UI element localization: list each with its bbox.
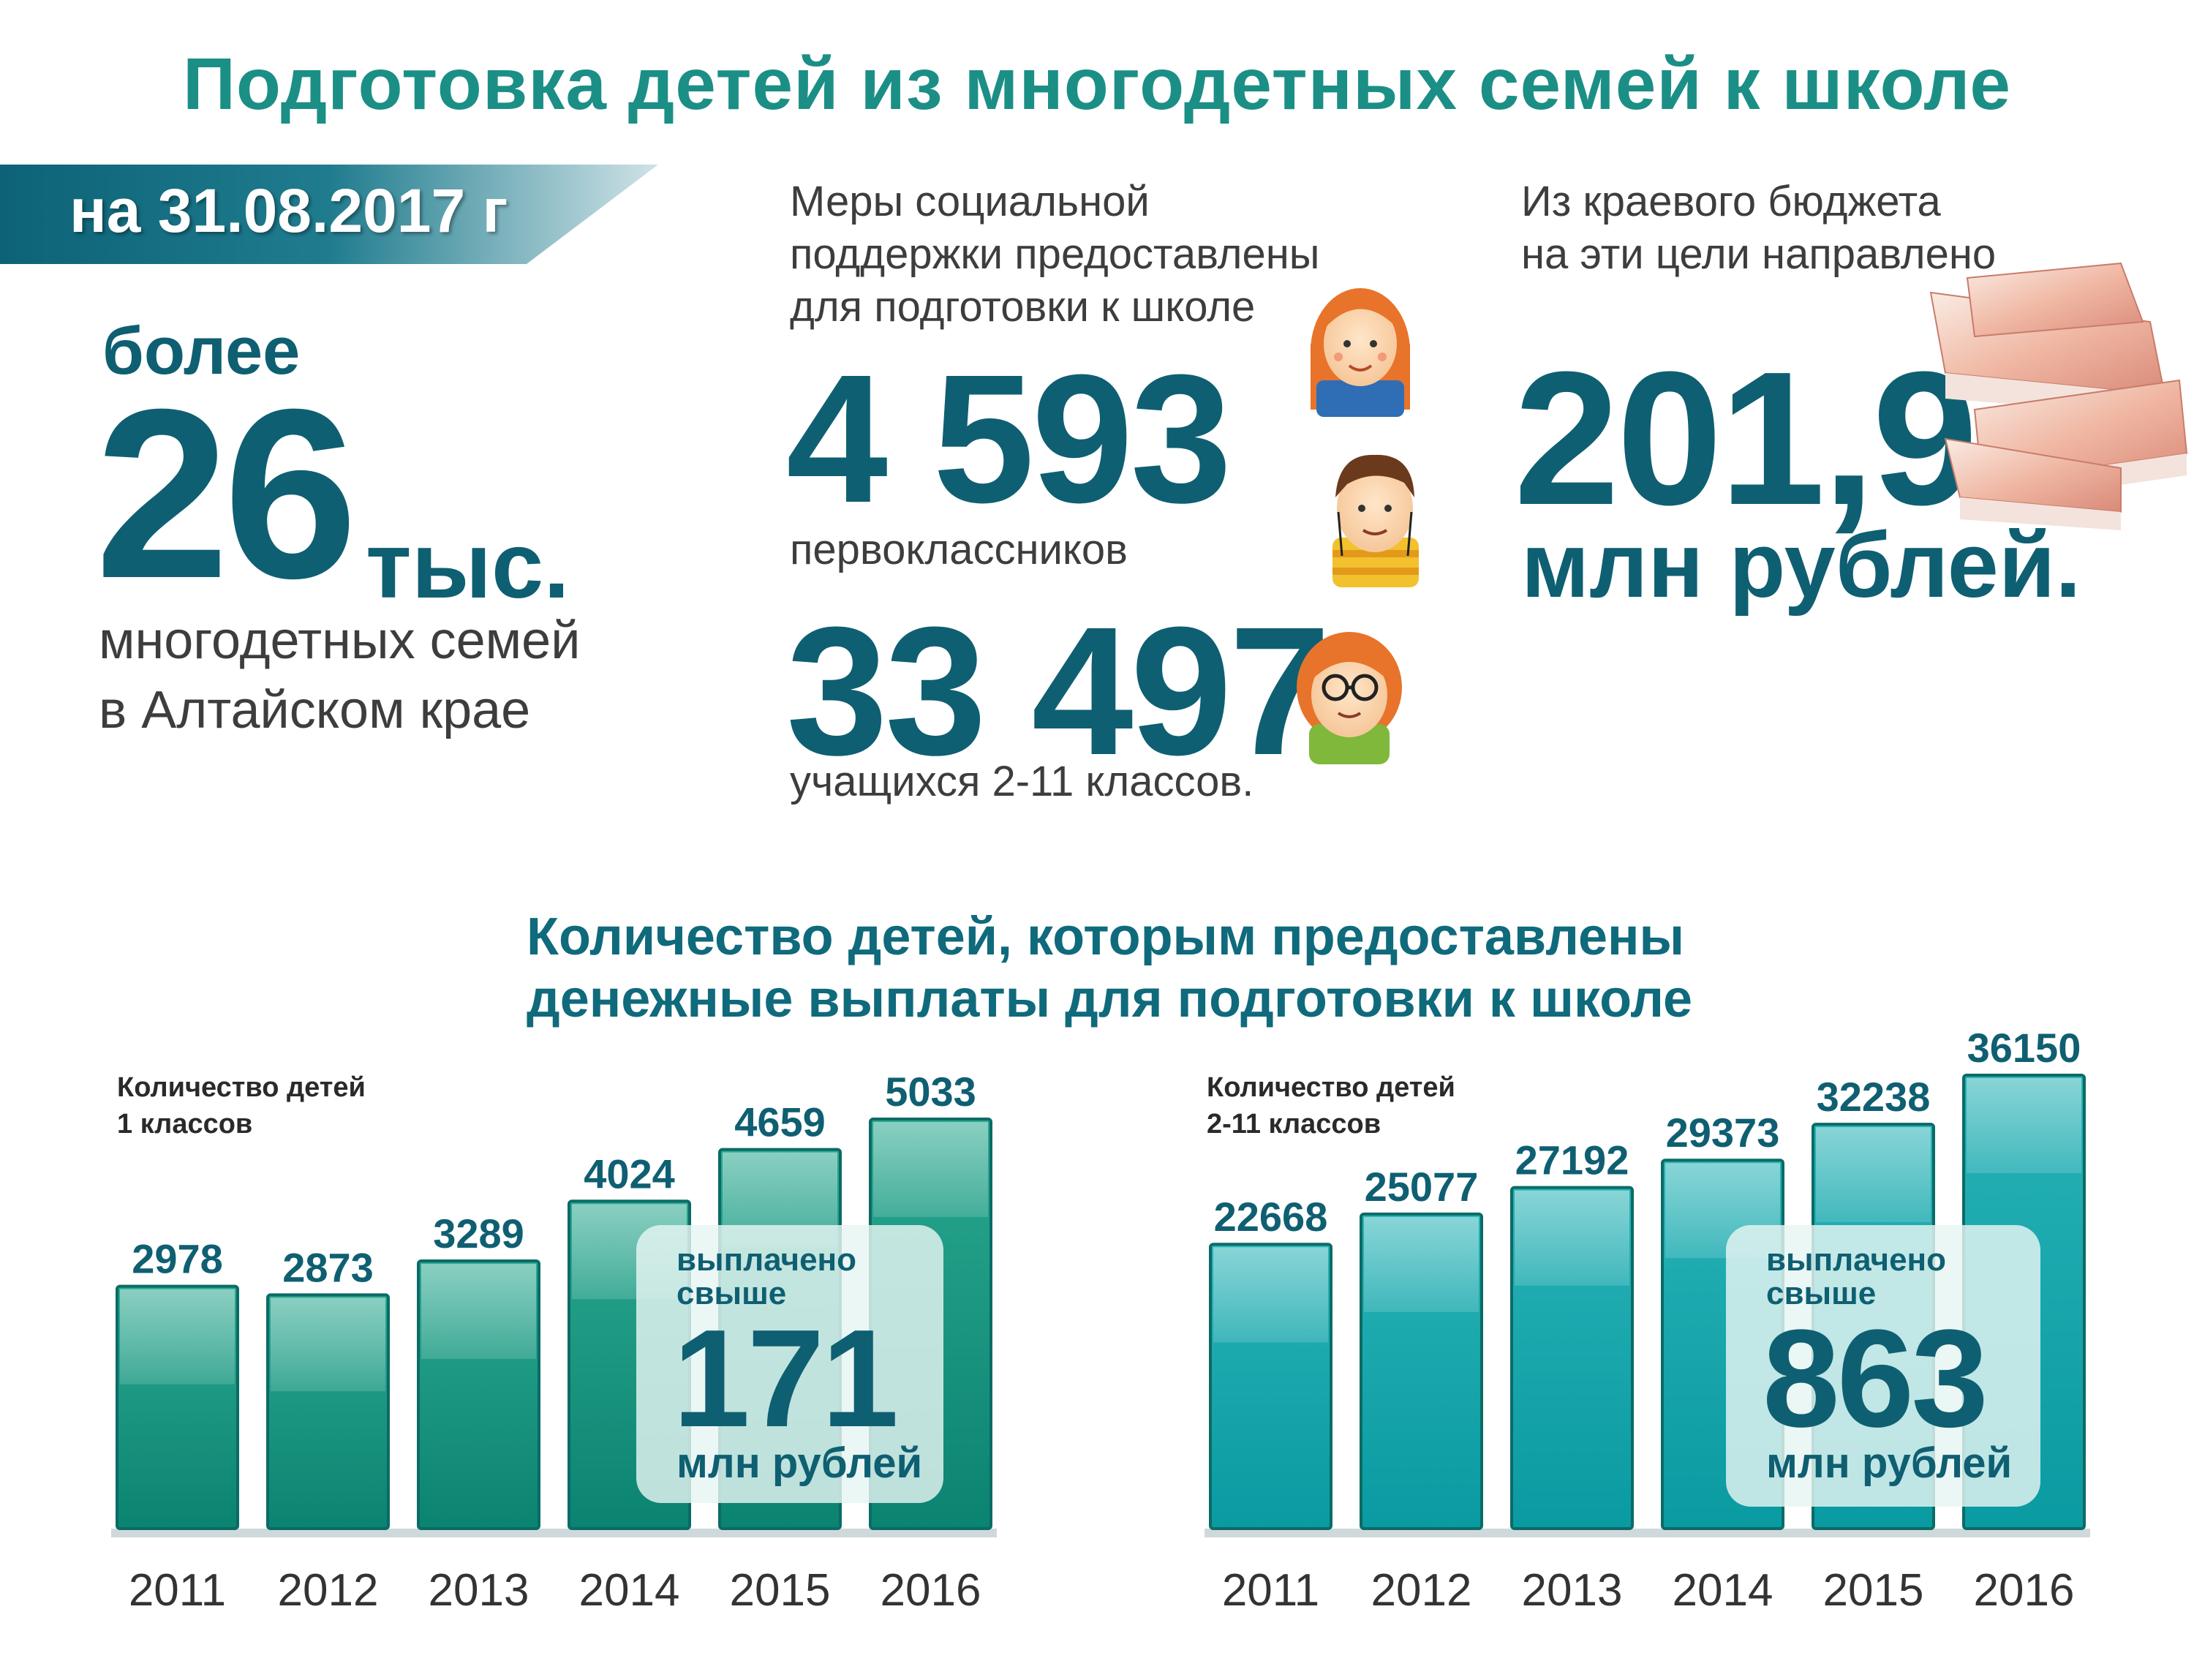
families-label-line1: многодетных семей — [99, 611, 581, 670]
payout-panel-line2: свыше — [1766, 1276, 1876, 1311]
bar-gloss — [873, 1122, 988, 1217]
payout-panel-line2: свыше — [676, 1276, 786, 1311]
girl-glasses-icon — [1297, 632, 1402, 764]
chart-baseline — [111, 1529, 997, 1537]
budget-unit: млн рублей. — [1521, 513, 2081, 617]
section-title-line2: денежные выплаты для подготовки к школе — [527, 970, 1693, 1028]
x-tick-label: 2015 — [1823, 1565, 1924, 1616]
chart-right-label-line2: 2-11 классов — [1207, 1109, 1381, 1140]
bar-value-label: 3289 — [433, 1210, 524, 1257]
support-label-line1: Меры социальной — [790, 178, 1150, 225]
bar-gloss — [271, 1297, 385, 1392]
bar-value-label: 5033 — [885, 1069, 976, 1115]
support-label-line2: поддержки предоставлены — [790, 230, 1320, 278]
payout-panel-number: 863 — [1763, 1301, 1986, 1456]
payout-panel-unit: млн рублей — [676, 1439, 922, 1487]
bar-gloss — [1816, 1127, 1931, 1223]
payout-panel-number: 171 — [673, 1301, 896, 1456]
first-graders-number: 4 593 — [786, 336, 1232, 540]
money-stack-icon — [1929, 262, 2188, 530]
page-title: Подготовка детей из многодетных семей к … — [183, 43, 2011, 125]
bar-value-label: 4659 — [734, 1099, 826, 1145]
chart-baseline — [1205, 1529, 2090, 1537]
x-tick-label: 2012 — [1371, 1565, 1472, 1616]
chart-left-label-line1: Количество детей — [117, 1072, 366, 1103]
bar-gloss — [421, 1264, 536, 1360]
payout-panel-unit: млн рублей — [1766, 1439, 2012, 1487]
x-tick-label: 2011 — [1222, 1565, 1319, 1616]
bar-gloss — [1967, 1078, 2081, 1173]
families-number: 26 — [95, 358, 358, 628]
families-unit: тыс. — [366, 513, 570, 618]
x-tick-label: 2014 — [1673, 1565, 1773, 1616]
date-banner-text: на 31.08.2017 г — [69, 176, 508, 245]
bar-gloss — [1364, 1216, 1479, 1312]
bar-value-label: 29373 — [1666, 1110, 1780, 1156]
chart-right-label-line1: Количество детей — [1207, 1072, 1455, 1103]
x-tick-label: 2014 — [579, 1565, 680, 1616]
payout-panel-line1: выплачено — [1766, 1242, 1946, 1278]
support-label-line3: для подготовки к школе — [790, 283, 1256, 331]
bar-gloss — [1213, 1247, 1328, 1343]
bar-value-label: 25077 — [1365, 1164, 1479, 1210]
students-number: 33 497 — [786, 589, 1331, 793]
bar-value-label: 27192 — [1515, 1137, 1629, 1183]
boy-icon — [1332, 454, 1419, 587]
bar-value-label: 4024 — [584, 1150, 675, 1197]
bar-value-label: 2873 — [282, 1244, 374, 1290]
bar-value-label: 32238 — [1817, 1074, 1931, 1120]
first-graders-label: первоклассников — [790, 526, 1128, 573]
bar-gloss — [120, 1289, 235, 1385]
chart-first-graders: 2978 2011 2873 2012 3289 2013 4024 2014 4659 2015… — [111, 1069, 997, 1616]
families-label-line2: в Алтайском крае — [99, 681, 531, 739]
chart-students-2-11: 22668 2011 25077 2012 27192 2013 29373 2014 3223… — [1205, 1025, 2090, 1616]
bar-value-label: 22668 — [1214, 1194, 1328, 1240]
chart-left-label-line2: 1 классов — [117, 1109, 253, 1140]
budget-label-line2: на эти цели направлено — [1521, 230, 1997, 278]
x-tick-label: 2015 — [730, 1565, 831, 1616]
x-tick-label: 2016 — [1974, 1565, 2075, 1616]
x-tick-label: 2016 — [881, 1565, 981, 1616]
budget-number: 201,9 — [1514, 333, 1978, 545]
bar-value-label: 2978 — [132, 1236, 223, 1282]
students-label: учащихся 2-11 классов. — [790, 758, 1254, 805]
x-tick-label: 2013 — [1522, 1565, 1623, 1616]
bar-value-label: 36150 — [1967, 1025, 2081, 1071]
x-tick-label: 2012 — [278, 1565, 379, 1616]
bar-gloss — [1515, 1190, 1629, 1286]
x-tick-label: 2013 — [429, 1565, 529, 1616]
section-title-line1: Количество детей, которым предоставлены — [527, 908, 1685, 966]
x-tick-label: 2011 — [129, 1565, 226, 1616]
payout-panel-line1: выплачено — [676, 1242, 856, 1278]
payout-panel — [636, 1225, 943, 1503]
budget-label-line1: Из краевого бюджета — [1521, 178, 1941, 225]
girl-redhead-icon — [1311, 288, 1410, 417]
families-prefix: более — [102, 314, 301, 388]
payout-panel — [1726, 1225, 2040, 1507]
